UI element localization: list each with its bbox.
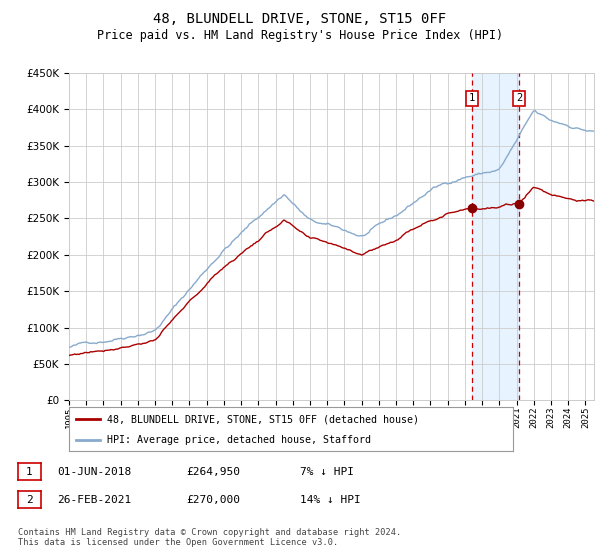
- Text: 1: 1: [26, 466, 33, 477]
- Text: 2: 2: [516, 94, 522, 103]
- Text: 7% ↓ HPI: 7% ↓ HPI: [300, 466, 354, 477]
- Text: 2: 2: [26, 494, 33, 505]
- Bar: [472, 73, 519, 400]
- Text: £270,000: £270,000: [186, 494, 240, 505]
- Text: Contains HM Land Registry data © Crown copyright and database right 2024.
This d: Contains HM Land Registry data © Crown c…: [18, 528, 401, 547]
- Text: 26-FEB-2021: 26-FEB-2021: [57, 494, 131, 505]
- Text: HPI: Average price, detached house, Stafford: HPI: Average price, detached house, Staf…: [107, 435, 371, 445]
- Text: £264,950: £264,950: [186, 466, 240, 477]
- Text: 48, BLUNDELL DRIVE, STONE, ST15 0FF (detached house): 48, BLUNDELL DRIVE, STONE, ST15 0FF (det…: [107, 414, 419, 424]
- Text: 14% ↓ HPI: 14% ↓ HPI: [300, 494, 361, 505]
- Text: 48, BLUNDELL DRIVE, STONE, ST15 0FF: 48, BLUNDELL DRIVE, STONE, ST15 0FF: [154, 12, 446, 26]
- Text: 1: 1: [469, 94, 475, 103]
- Text: Price paid vs. HM Land Registry's House Price Index (HPI): Price paid vs. HM Land Registry's House …: [97, 29, 503, 42]
- Text: 01-JUN-2018: 01-JUN-2018: [57, 466, 131, 477]
